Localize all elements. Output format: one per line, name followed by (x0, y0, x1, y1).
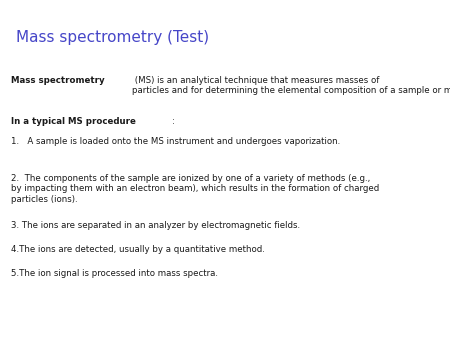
Text: 5.The ion signal is processed into mass spectra.: 5.The ion signal is processed into mass … (11, 269, 218, 278)
Text: 4.The ions are detected, usually by a quantitative method.: 4.The ions are detected, usually by a qu… (11, 245, 265, 254)
Text: 2.  The components of the sample are ionized by one of a variety of methods (e.g: 2. The components of the sample are ioni… (11, 174, 379, 204)
Text: Mass spectrometry: Mass spectrometry (11, 76, 105, 85)
Text: 1.   A sample is loaded onto the MS instrument and undergoes vaporization.: 1. A sample is loaded onto the MS instru… (11, 137, 341, 146)
Text: :: : (172, 117, 175, 126)
Text: Mass spectrometry (Test): Mass spectrometry (Test) (16, 30, 209, 45)
Text: 3. The ions are separated in an analyzer by electromagnetic fields.: 3. The ions are separated in an analyzer… (11, 221, 301, 231)
Text: (MS) is an analytical technique that measures masses of
particles and for determ: (MS) is an analytical technique that mea… (132, 76, 450, 95)
Text: In a typical MS procedure: In a typical MS procedure (11, 117, 136, 126)
